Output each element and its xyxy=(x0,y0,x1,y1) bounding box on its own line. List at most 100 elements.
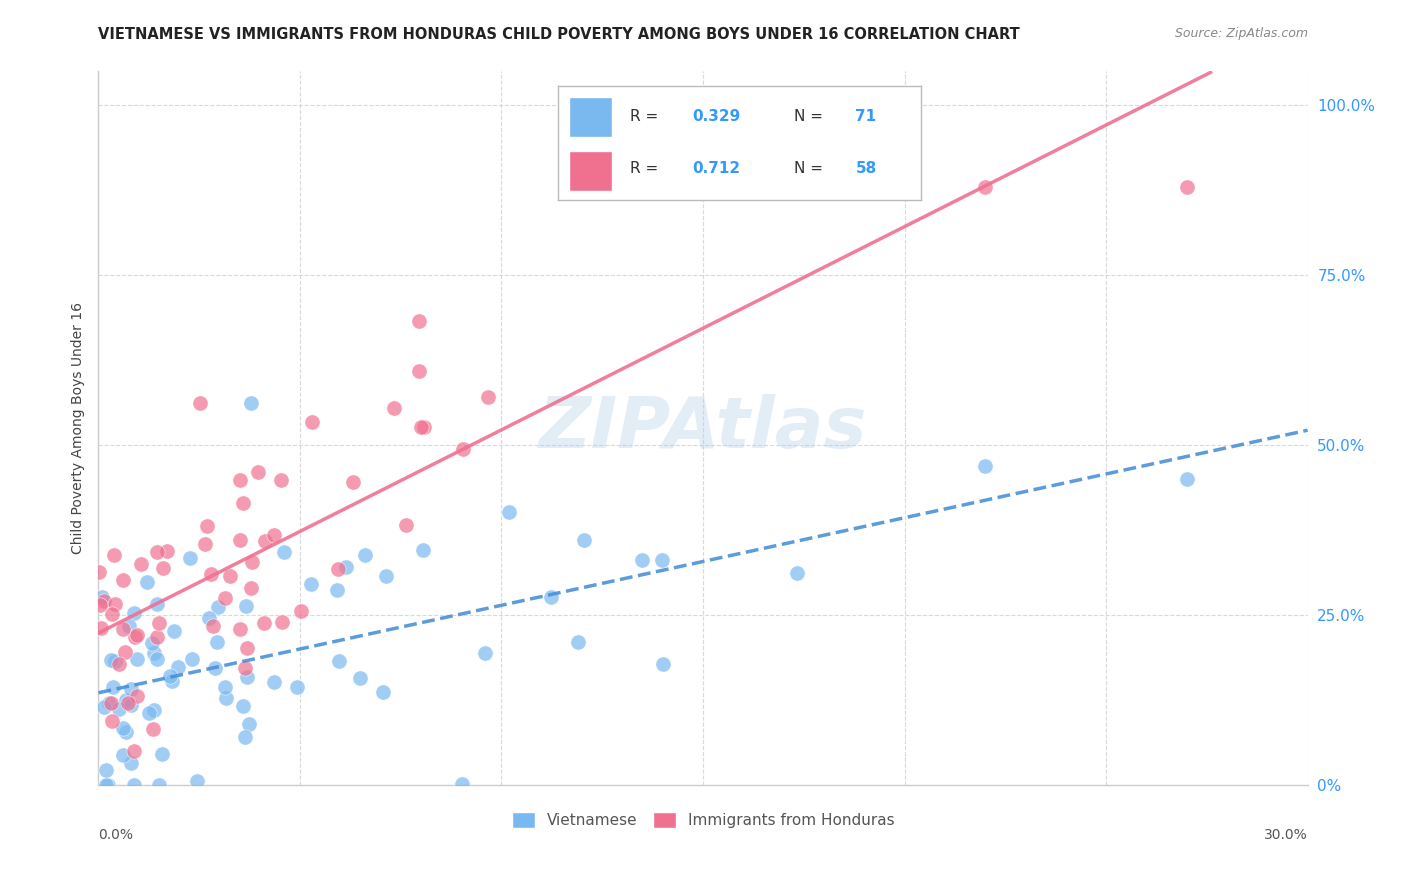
Point xyxy=(112,622,135,636)
Point xyxy=(125,689,148,703)
Point xyxy=(572,533,595,547)
Point xyxy=(232,496,254,510)
Point xyxy=(201,619,224,633)
Point xyxy=(238,717,260,731)
Point xyxy=(263,674,285,689)
Point xyxy=(451,442,474,456)
Y-axis label: Child Poverty Among Boys Under 16: Child Poverty Among Boys Under 16 xyxy=(70,302,84,554)
Point xyxy=(353,548,375,562)
Point xyxy=(214,681,236,695)
Point xyxy=(142,646,165,660)
Point xyxy=(103,680,125,694)
Point xyxy=(188,395,211,409)
Point xyxy=(181,652,204,666)
Point xyxy=(146,630,169,644)
Point xyxy=(408,313,430,327)
Point xyxy=(342,475,364,490)
Point xyxy=(143,703,166,717)
Point xyxy=(104,597,127,611)
Point xyxy=(90,590,112,604)
Point xyxy=(207,600,229,615)
Point xyxy=(146,597,169,611)
Point xyxy=(630,553,652,567)
Point xyxy=(148,615,170,630)
Point xyxy=(215,690,238,705)
Point xyxy=(233,730,256,744)
Point xyxy=(219,568,242,582)
Point xyxy=(120,681,142,696)
Point xyxy=(408,363,430,377)
Point xyxy=(204,660,226,674)
Text: 30.0%: 30.0% xyxy=(1264,828,1308,842)
Point xyxy=(273,545,295,559)
Point xyxy=(236,640,259,655)
Point xyxy=(135,575,157,590)
Point xyxy=(229,533,252,548)
Point xyxy=(233,661,256,675)
Point xyxy=(651,553,673,567)
Point xyxy=(270,473,292,487)
Point xyxy=(1175,472,1198,486)
Point xyxy=(124,606,146,620)
Point xyxy=(127,628,149,642)
Point xyxy=(285,680,308,694)
Point xyxy=(117,619,139,633)
Point xyxy=(194,537,217,551)
Point xyxy=(122,778,145,792)
Point xyxy=(239,581,262,595)
Point xyxy=(146,545,169,559)
Point xyxy=(271,615,294,630)
Point xyxy=(247,465,270,479)
Point xyxy=(197,611,219,625)
Point xyxy=(97,778,120,792)
Point xyxy=(540,590,562,604)
Legend: Vietnamese, Immigrants from Honduras: Vietnamese, Immigrants from Honduras xyxy=(506,806,900,834)
Point xyxy=(498,505,520,519)
Point xyxy=(114,724,136,739)
Text: ZIPAtlas: ZIPAtlas xyxy=(538,393,868,463)
Point xyxy=(1175,180,1198,194)
Text: Source: ZipAtlas.com: Source: ZipAtlas.com xyxy=(1174,27,1308,40)
Point xyxy=(114,645,136,659)
Point xyxy=(89,566,111,580)
Point xyxy=(100,653,122,667)
Point xyxy=(301,415,323,429)
Point xyxy=(205,635,228,649)
Point xyxy=(214,591,236,606)
Point xyxy=(94,763,117,777)
Point xyxy=(93,700,115,714)
Point xyxy=(412,420,434,434)
Point xyxy=(89,598,111,612)
Point xyxy=(375,569,398,583)
Point xyxy=(179,551,201,566)
Point xyxy=(112,574,135,588)
Point xyxy=(235,599,257,613)
Point xyxy=(141,636,163,650)
Point xyxy=(100,696,122,710)
Point xyxy=(384,401,406,416)
Point xyxy=(111,748,134,763)
Point xyxy=(152,561,174,575)
Point xyxy=(120,698,142,712)
Point xyxy=(160,673,183,688)
Point xyxy=(142,722,165,736)
Text: 0.0%: 0.0% xyxy=(98,828,134,842)
Point xyxy=(90,621,112,635)
Point xyxy=(100,714,122,728)
Point xyxy=(232,698,254,713)
Point xyxy=(104,654,127,668)
Point xyxy=(335,560,357,574)
Point xyxy=(93,594,115,608)
Point xyxy=(94,778,117,792)
Point xyxy=(122,744,145,758)
Point xyxy=(253,534,276,549)
Point xyxy=(111,722,134,736)
Point xyxy=(240,396,263,410)
Point xyxy=(412,543,434,558)
Point xyxy=(120,756,142,770)
Point xyxy=(108,701,131,715)
Point xyxy=(253,615,276,630)
Point xyxy=(263,528,285,542)
Point xyxy=(371,685,394,699)
Point xyxy=(124,630,146,644)
